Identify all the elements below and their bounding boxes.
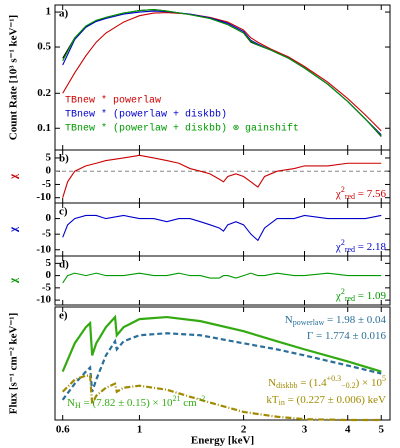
y-tick-label: 0	[46, 212, 52, 224]
annotation-part: χ	[335, 188, 341, 200]
annotation-part: powerlaw	[293, 318, 325, 327]
annotation-part: red	[345, 192, 355, 201]
annotation-part: H	[75, 401, 81, 410]
y-tick-label: -5	[42, 228, 52, 240]
panel-label: e)	[59, 310, 68, 322]
annotation: NH = (7.82 ± 0.15) × 1021 cm−2	[67, 394, 205, 410]
annotation-part: cm	[181, 397, 198, 409]
y-tick-label: -5	[42, 178, 52, 190]
series-line	[61, 332, 382, 401]
x-tick-label: 2	[241, 424, 247, 436]
annotation-part: = 7.56	[355, 188, 386, 200]
annotation-part: N	[285, 314, 293, 326]
series-line	[62, 154, 382, 198]
y-axis-label: χ	[8, 173, 20, 180]
annotation-part: in	[279, 398, 285, 407]
y-axis-label: χ	[8, 277, 20, 284]
y-tick-label: -10	[36, 294, 51, 306]
annotation-part: = 1.98 ± 0.04	[324, 314, 386, 326]
annotation-part: 5	[382, 374, 386, 383]
y-tick-label: 0	[46, 269, 52, 281]
annotation-part: +0.3	[327, 374, 342, 383]
y-tick-label: -10	[36, 191, 51, 203]
y-tick-label: 5	[46, 257, 52, 269]
series-line	[61, 314, 382, 373]
y-tick-label: -5	[42, 281, 52, 293]
x-tick-label: 4	[345, 424, 351, 436]
annotation-part: = 1.09	[355, 290, 386, 302]
annotation-part: χ	[335, 241, 341, 253]
annotation: χ2red = 2.18	[335, 238, 387, 254]
annotation-part: 2	[341, 185, 345, 194]
annotation-part: −0.2	[341, 381, 356, 390]
annotation-part: = (7.82 ± 0.15) × 10	[81, 397, 173, 409]
annotation-part: = (0.227 ± 0.006) keV	[285, 394, 386, 406]
panel-label: c)	[59, 206, 68, 218]
y-tick-label: 0.1	[37, 122, 51, 134]
y-tick-label: 1	[46, 6, 52, 18]
y-tick-label: 0.5	[37, 41, 51, 53]
annotation: Ndiskbb = (1.4+0.3−0.2) × 105	[268, 374, 386, 390]
annotation: Γ = 1.774 ± 0.016	[307, 330, 387, 342]
y-tick-label: -10	[36, 243, 51, 255]
annotation-part: 2	[341, 238, 345, 247]
annotation-part: 2	[341, 287, 345, 296]
annotation-part: red	[345, 294, 355, 303]
legend-entry: TBnew * (powerlaw + diskbb) ⊗ gainshift	[65, 123, 299, 135]
x-tick-label: 0.6	[56, 424, 70, 436]
legend-entry: TBnew * (powerlaw + diskbb)	[65, 109, 227, 121]
y-tick-label: 5	[46, 151, 52, 163]
annotation-part: = 2.18	[355, 241, 386, 253]
annotation-part: ) × 10	[356, 377, 383, 389]
x-tick-label: 3	[302, 424, 308, 436]
annotation-part: Γ = 1.774 ± 0.016	[307, 330, 387, 342]
annotation-part: N	[268, 377, 276, 389]
annotation-part: diskbb	[276, 381, 297, 390]
series-line	[62, 214, 382, 242]
y-axis-label: χ	[8, 226, 20, 233]
y-tick-label: 0.2	[37, 87, 51, 99]
panel-label: d)	[59, 259, 69, 271]
annotation-part: N	[67, 397, 75, 409]
annotation: χ2red = 7.56	[335, 185, 387, 201]
series-line	[62, 272, 382, 284]
annotation-part: red	[345, 245, 355, 254]
annotation: χ2red = 1.09	[335, 287, 387, 303]
panel-frame	[54, 306, 391, 421]
y-axis-label: Flux [s⁻¹ cm⁻² keV⁻¹]	[8, 313, 20, 415]
x-axis-label: Energy [keV]	[191, 435, 254, 447]
annotation-part: kT	[266, 394, 279, 406]
annotation: kTin = (0.227 ± 0.006) keV	[266, 394, 386, 407]
x-tick-label: 1	[137, 424, 143, 436]
annotation: Npowerlaw = 1.98 ± 0.04	[285, 314, 387, 327]
series-line	[62, 12, 382, 132]
y-tick-label: 0	[46, 165, 52, 177]
legend-entry: TBnew * powerlaw	[65, 95, 161, 107]
y-axis-label: Count Rate [10³ s⁻¹ keV⁻¹]	[8, 15, 20, 140]
x-tick-label: 5	[378, 424, 384, 436]
annotation-part: χ	[335, 290, 341, 302]
annotation-part: = (1.4	[297, 377, 327, 389]
annotation-part: 21	[173, 394, 181, 403]
annotation-part: −2	[197, 394, 206, 403]
panel-frame	[54, 255, 391, 306]
series-line	[62, 9, 382, 137]
panel-label: a)	[59, 8, 69, 20]
panel-label: b)	[59, 153, 69, 165]
